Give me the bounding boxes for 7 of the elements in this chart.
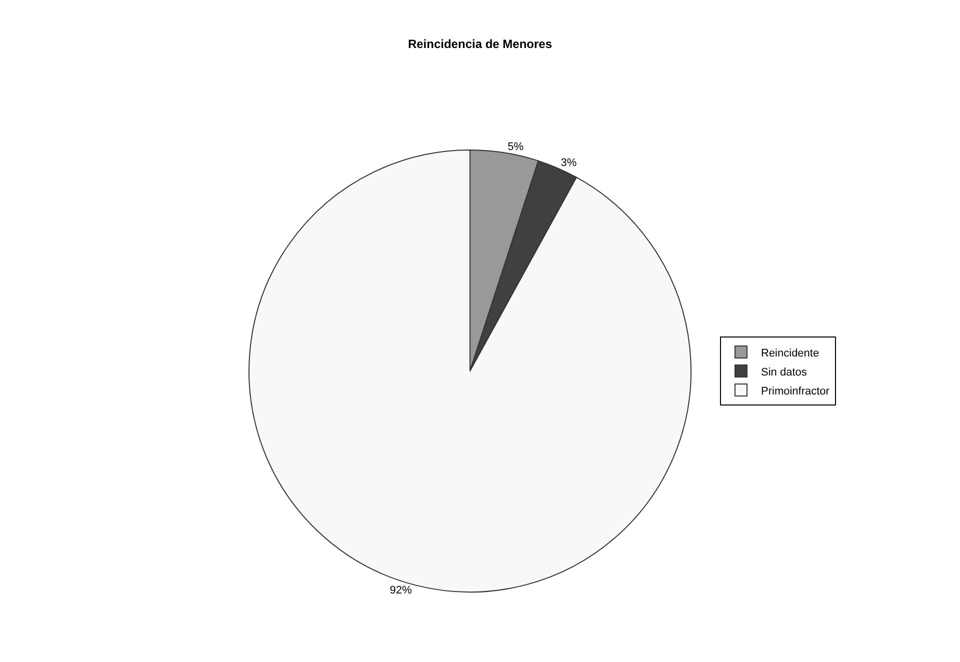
data-label: 92% (390, 584, 412, 597)
chart-title: Reincidencia de Menores (408, 37, 552, 52)
data-label: 5% (508, 140, 524, 153)
legend-label: Primoinfractor (761, 385, 830, 398)
legend-label: Sin datos (761, 366, 808, 378)
data-label: 3% (560, 157, 577, 170)
legend-label: Reincidente (761, 347, 820, 360)
